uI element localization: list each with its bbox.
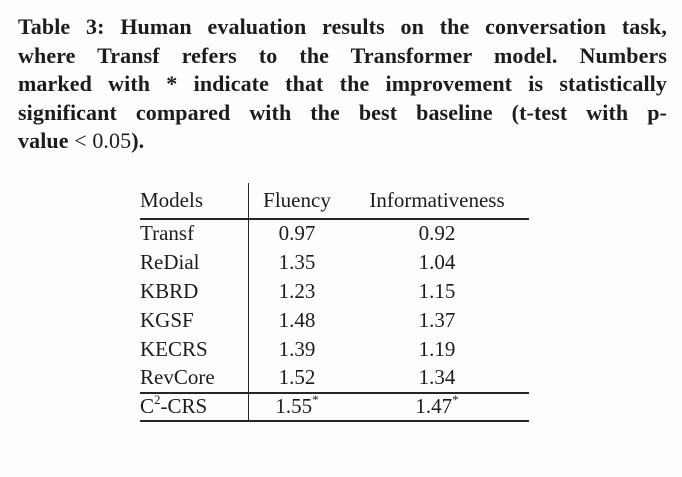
caption-line-2: where Transf refers to the Transformer m…: [18, 42, 667, 68]
model-cell: KBRD: [140, 276, 249, 306]
table-row: KECRS 1.39 1.19: [140, 334, 529, 364]
model-cell: KGSF: [140, 305, 249, 335]
model-cell: C2-CRS: [140, 392, 249, 421]
informativeness-cell: 1.34: [418, 365, 456, 389]
fluency-cell: 1.35: [278, 249, 316, 274]
model-cell: Transf: [140, 218, 249, 248]
table-body: Transf 0.97 0.92 ReDial 1.35 1.04 KBRD 1.23 1.15…: [140, 218, 529, 421]
caption-line-5: value < 0.05).: [18, 127, 667, 156]
informativeness-cell: 1.15: [418, 278, 456, 303]
fluency-cell: 0.97: [278, 221, 316, 245]
informativeness-cell: 1.47*: [415, 392, 459, 418]
table-row: ReDial 1.35 1.04: [140, 247, 529, 277]
fluency-cell: 1.23: [278, 278, 316, 303]
model-cell: KECRS: [140, 334, 249, 364]
informativeness-cell: 1.19: [418, 336, 456, 361]
fluency-cell: 1.55*: [275, 392, 319, 418]
paper-page: Table 3: Human evaluation results on the…: [0, 13, 682, 422]
table-row: RevCore 1.52 1.34: [140, 363, 529, 393]
superscript: 2: [154, 392, 161, 407]
model-cell: ReDial: [140, 247, 249, 277]
informativeness-cell: 0.92: [418, 221, 456, 245]
header-informativeness: Informativeness: [369, 187, 505, 212]
superscript: *: [452, 392, 459, 407]
caption-math-expression: < 0.05: [74, 128, 132, 153]
caption-line-1: Table 3: Human evaluation results on the…: [18, 14, 667, 39]
caption-line-4: significant compared with the best basel…: [18, 99, 667, 125]
header-row: Models Fluency Informativeness: [140, 182, 529, 219]
table-header: Models Fluency Informativeness: [140, 182, 529, 219]
table-row: KBRD 1.23 1.15: [140, 276, 529, 306]
model-cell: RevCore: [140, 363, 249, 393]
superscript: *: [312, 392, 319, 407]
fluency-cell: 1.48: [278, 307, 316, 332]
header-models: Models: [140, 182, 249, 219]
header-fluency: Fluency: [263, 187, 331, 212]
caption-bold-prefix: value: [18, 128, 75, 153]
table-row: C2-CRS 1.55* 1.47*: [140, 392, 529, 421]
caption-line-3: marked with * indicate that the improvem…: [18, 71, 667, 96]
informativeness-cell: 1.04: [418, 249, 456, 274]
caption-bold-suffix: ).: [131, 128, 145, 153]
table-row: KGSF 1.48 1.37: [140, 305, 529, 335]
fluency-cell: 1.39: [278, 336, 316, 361]
fluency-cell: 1.52: [278, 365, 316, 389]
table-caption: Table 3: Human evaluation results on the…: [18, 13, 667, 156]
table-row: Transf 0.97 0.92: [140, 218, 529, 248]
evaluation-results-table: Models Fluency Informativeness Transf 0.9…: [140, 182, 529, 422]
informativeness-cell: 1.37: [418, 307, 456, 332]
